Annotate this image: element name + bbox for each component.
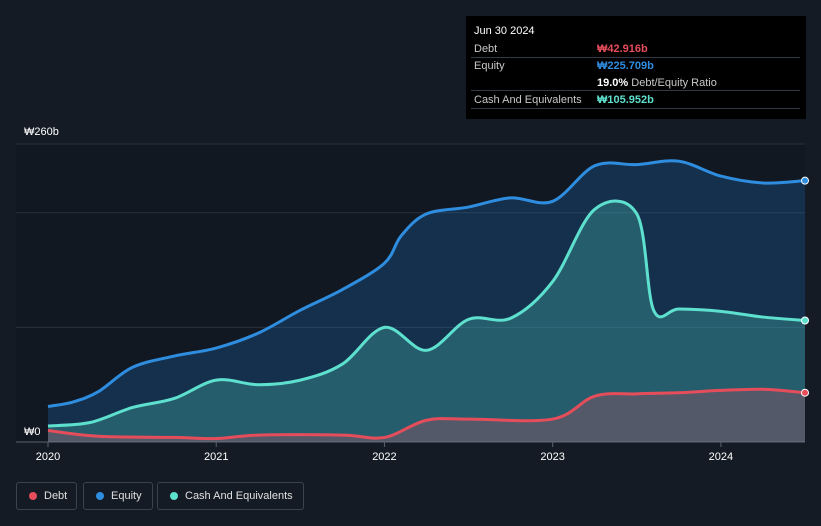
x-axis: 2020 2021 2022 2023 2024	[36, 442, 733, 463]
x-tick-label: 2023	[540, 451, 564, 463]
tooltip-cash-label: Cash And Equivalents	[474, 94, 582, 106]
equity-legend-dot-icon	[96, 492, 104, 500]
tooltip-cash-value: ₩105.952b	[597, 94, 654, 106]
cash-and-equivalents-line	[47, 199, 806, 428]
grid-lines	[16, 143, 805, 443]
tooltip-date: Jun 30 2024	[474, 25, 535, 37]
tooltip-divider	[471, 90, 800, 91]
equity-end-marker	[801, 176, 809, 185]
tooltip-debt-label: Debt	[474, 43, 498, 55]
tooltip-equity-value: ₩225.709b	[597, 60, 654, 72]
x-tick-label: 2024	[709, 451, 733, 463]
legend-label-cash: Cash And Equivalents	[185, 490, 293, 502]
legend-item-debt[interactable]: Debt	[16, 482, 77, 510]
x-tick-label: 2022	[372, 451, 396, 463]
tooltip-divider	[471, 57, 800, 58]
cash-legend-dot-icon	[170, 492, 178, 500]
series-end-markers	[801, 176, 809, 397]
x-tick-label: 2020	[36, 451, 60, 463]
cash-and-equivalents-end-marker	[801, 316, 809, 325]
tooltip-row-equity: Equity ₩225.709b	[466, 58, 806, 75]
debt-area	[48, 389, 805, 442]
equity-area	[48, 160, 805, 442]
tooltip-row-debt: Debt ₩42.916b	[466, 41, 806, 58]
y-axis-top-label: ₩260b	[24, 126, 59, 138]
tooltip-divider	[471, 108, 800, 109]
legend-label-equity: Equity	[111, 490, 142, 502]
legend-label-debt: Debt	[44, 490, 68, 502]
x-tick-label: 2021	[204, 451, 228, 463]
debt-end-marker	[801, 388, 809, 397]
debt-legend-dot-icon	[29, 492, 37, 500]
legend-item-equity[interactable]: Equity	[83, 482, 153, 510]
tooltip-ratio: 19.0% Debt/Equity Ratio	[597, 77, 717, 89]
debt-line	[47, 387, 806, 441]
tooltip-ratio-label: Debt/Equity Ratio	[628, 77, 717, 89]
tooltip-ratio-value: 19.0%	[597, 77, 629, 89]
legend-item-cash[interactable]: Cash And Equivalents	[157, 482, 304, 510]
tooltip-panel: Jun 30 2024 Debt ₩42.916b Equity ₩225.70…	[466, 16, 806, 119]
tooltip-row-cash: Cash And Equivalents ₩105.952b	[466, 90, 806, 109]
equity-line	[47, 159, 806, 408]
series-lines	[47, 159, 806, 441]
tooltip-equity-label: Equity	[474, 60, 505, 72]
y-axis-bottom-label: ₩0	[24, 426, 41, 438]
tooltip-debt-value: ₩42.916b	[597, 43, 648, 55]
